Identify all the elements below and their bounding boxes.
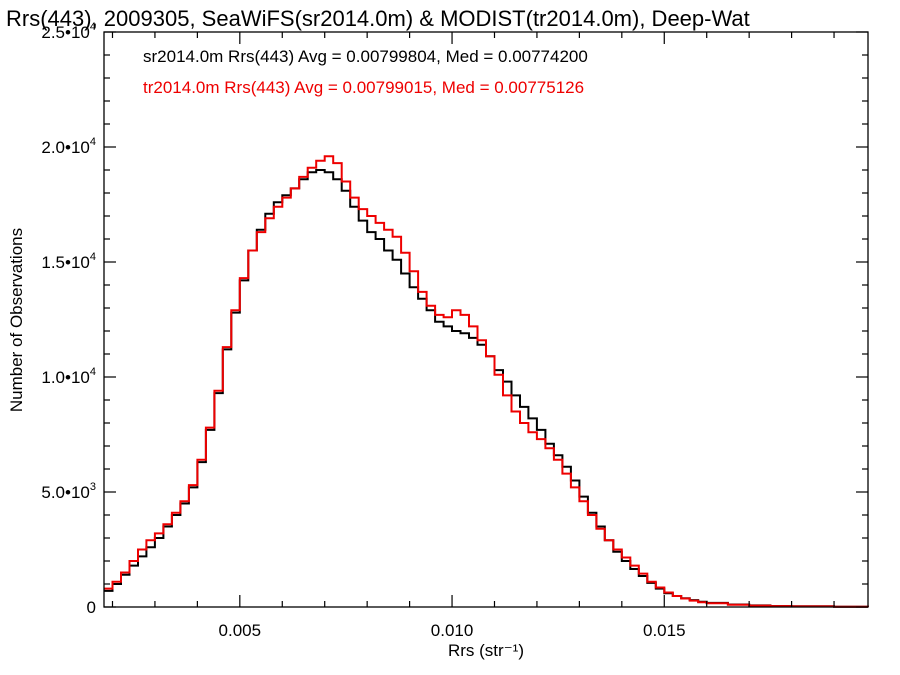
y-tick-label: 1.0•104 bbox=[41, 366, 96, 387]
y-tick-label: 0 bbox=[87, 598, 96, 617]
x-tick-label: 0.010 bbox=[431, 621, 474, 640]
x-axis: 0.005 0.010 0.015 bbox=[111, 32, 835, 640]
series-layer bbox=[104, 155, 869, 608]
plot-frame bbox=[103, 31, 869, 608]
annotation-sr2014: sr2014.0m Rrs(443) Avg = 0.00799804, Med… bbox=[143, 47, 588, 66]
series-line-sr2014 bbox=[104, 169, 869, 608]
y-tick-label: 1.5•104 bbox=[41, 251, 96, 272]
y-axis: 0 5.0•103 1.0•104 1.5•104 2.0•104 2.5•104 bbox=[41, 21, 868, 617]
y-tick-label: 2.0•104 bbox=[41, 136, 96, 157]
annotation-tr2014: tr2014.0m Rrs(443) Avg = 0.00799015, Med… bbox=[143, 78, 584, 97]
x-axis-label: Rrs (str⁻¹) bbox=[448, 641, 524, 660]
series-line-tr2014 bbox=[104, 155, 869, 608]
y-tick-label: 2.5•104 bbox=[41, 21, 96, 42]
y-axis-label: Number of Observations bbox=[7, 228, 26, 412]
x-tick-label: 0.005 bbox=[219, 621, 262, 640]
x-tick-label: 0.015 bbox=[643, 621, 686, 640]
y-tick-label: 5.0•103 bbox=[41, 481, 96, 502]
chart-title: Rrs(443), 2009305, SeaWiFS(sr2014.0m) & … bbox=[6, 6, 750, 31]
